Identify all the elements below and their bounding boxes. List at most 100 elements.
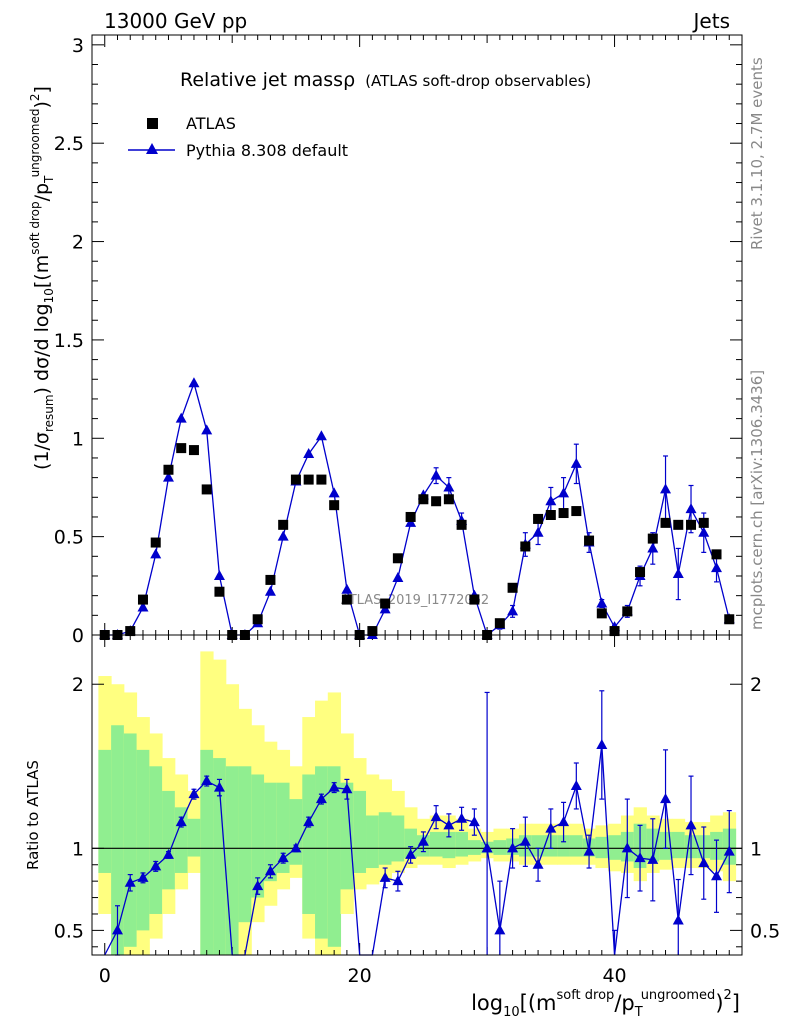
ratio-point	[647, 853, 659, 864]
ratio-point	[545, 822, 557, 833]
ratio-frame-overlay	[91, 634, 743, 956]
pythia-point	[264, 585, 276, 596]
top-y-tick-label: 1	[72, 428, 84, 450]
pythia-point	[392, 571, 404, 582]
ratio-y-tick-label-left: 0.5	[54, 920, 84, 942]
ratio-band-green	[149, 766, 163, 914]
ratio-point	[341, 783, 353, 794]
ratio-point	[328, 781, 340, 792]
ratio-band-green	[187, 818, 201, 857]
atlas-point	[673, 519, 684, 530]
ratio-band-green	[289, 799, 303, 865]
ratio-point	[111, 924, 123, 935]
atlas-point	[571, 506, 582, 517]
mcplots-label: mcplots.cern.ch [arXiv:1306.3436]	[748, 370, 766, 630]
atlas-point	[125, 626, 136, 637]
pythia-point	[328, 487, 340, 498]
ratio-point	[456, 812, 468, 823]
ratio-point	[481, 842, 493, 853]
legend-label-pythia: Pythia 8.308 default	[186, 141, 348, 160]
x-tick-label: 0	[99, 965, 111, 987]
pythia-point	[545, 495, 557, 506]
ratio-point	[137, 871, 149, 882]
ratio-band-green	[569, 835, 584, 857]
atlas-point	[431, 496, 442, 507]
ratio-band-green	[391, 815, 405, 862]
pythia-point	[315, 430, 327, 441]
pythia-point	[277, 530, 289, 541]
ratio-point	[392, 875, 404, 886]
atlas-point	[303, 474, 314, 485]
pythia-point	[647, 542, 659, 553]
atlas-point	[252, 614, 263, 625]
atlas-point	[520, 541, 531, 552]
pythia-point	[685, 503, 697, 514]
x-tick-label: 20	[348, 965, 372, 987]
atlas-point	[711, 549, 722, 560]
atlas-point	[660, 517, 671, 528]
ratio-band-green	[557, 835, 571, 857]
atlas-point	[724, 614, 735, 625]
ratio-bands	[98, 651, 737, 955]
chart-marks: 0 20 40 0 0.5 1 1.5 2 2.5 3 0.5 0.5 1 1 2 2	[54, 34, 780, 987]
atlas-point	[367, 626, 378, 637]
atlas-point	[647, 533, 658, 544]
atlas-point	[507, 582, 518, 593]
ratio-band-green	[225, 766, 240, 955]
atlas-point	[494, 618, 505, 629]
ratio-y-tick-label-right: 1	[750, 838, 762, 860]
ratio-point	[596, 738, 608, 749]
ratio-point	[303, 816, 315, 827]
pythia-point	[558, 487, 570, 498]
ratio-band-green	[264, 782, 278, 882]
ratio-band-green	[251, 774, 265, 898]
ratio-band-green	[493, 840, 507, 855]
ratio-point	[290, 842, 302, 853]
ratio-point	[660, 793, 672, 804]
pythia-point	[698, 526, 710, 537]
atlas-point	[188, 445, 199, 456]
pythia-point	[507, 605, 519, 616]
ratio-y-axis-label: Ratio to ATLAS	[24, 760, 42, 870]
ratio-point	[188, 788, 200, 799]
pythia-point	[137, 601, 149, 612]
ratio-band-green	[340, 782, 354, 890]
ratio-point	[494, 924, 506, 935]
ratio-point	[685, 819, 697, 830]
atlas-point	[558, 508, 569, 519]
ratio-band-green	[123, 733, 138, 947]
ratio-point	[405, 848, 417, 859]
atlas-point	[456, 519, 467, 530]
top-y-tick-label: 2	[72, 232, 84, 254]
ratio-band-green	[467, 840, 482, 855]
ratio-band-green	[111, 725, 125, 955]
atlas-point	[392, 553, 403, 564]
x-tick-label: 40	[602, 965, 626, 987]
legend-label-atlas: ATLAS	[186, 114, 236, 133]
atlas-point	[596, 608, 607, 619]
ratio-point	[711, 870, 723, 881]
atlas-point	[150, 537, 161, 548]
ratio-band-green	[162, 790, 176, 890]
ratio-point	[570, 779, 582, 790]
analysis-watermark: ATLAS_2019_I1772062	[341, 593, 489, 608]
ratio-point	[175, 816, 187, 827]
top-y-tick-label: 3	[72, 35, 84, 57]
ratio-band-green	[213, 758, 227, 955]
ratio-point	[252, 880, 264, 891]
ratio-band-green	[442, 831, 456, 859]
ratio-y-tick-label-left: 2	[72, 674, 84, 696]
atlas-point	[329, 500, 340, 511]
ratio-band-green	[671, 831, 686, 859]
atlas-point	[584, 535, 595, 546]
ratio-band-green	[353, 790, 367, 873]
ratio-point	[507, 842, 519, 853]
ratio-point	[532, 858, 544, 869]
ratio-band-green	[238, 766, 252, 923]
ratio-band-green	[136, 749, 150, 931]
pythia-point	[660, 483, 672, 494]
plot-title: Relative jet massρ (ATLAS soft-drop obse…	[180, 69, 591, 91]
pythia-point	[162, 471, 174, 482]
pythia-point	[596, 597, 608, 608]
